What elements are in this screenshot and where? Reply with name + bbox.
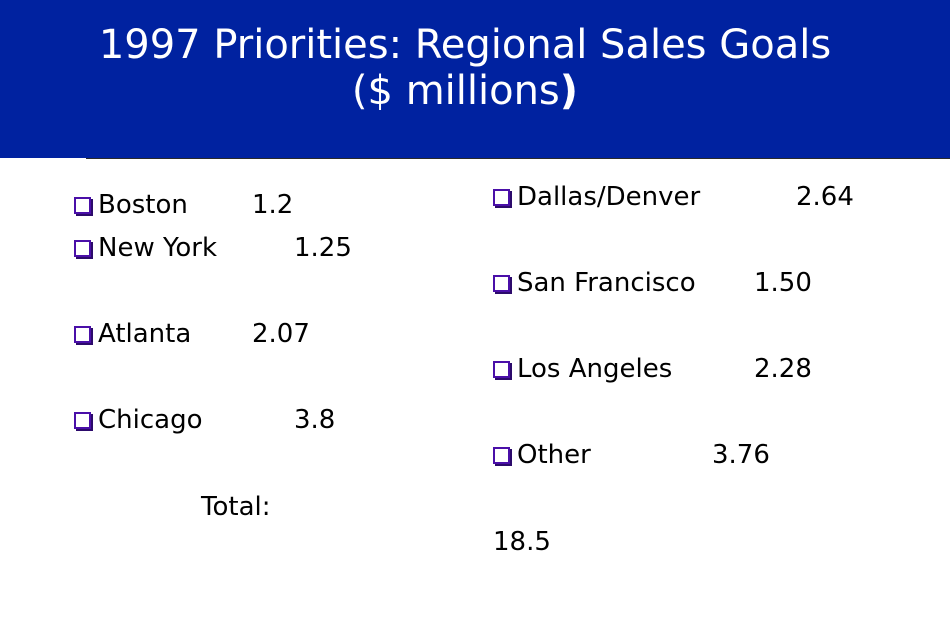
checkbox-bullet-icon bbox=[493, 275, 510, 292]
region-value: 1.50 bbox=[754, 268, 812, 298]
slide-title-line2-close: ) bbox=[559, 68, 579, 114]
slide-title-line2: ($ millions) bbox=[0, 68, 930, 114]
checkbox-bullet-icon bbox=[493, 361, 510, 378]
region-value: 2.07 bbox=[252, 319, 310, 349]
region-value: 1.2 bbox=[252, 190, 294, 220]
list-item: Atlanta 2.07 bbox=[74, 319, 374, 349]
region-label: Atlanta bbox=[98, 319, 192, 349]
slide-title-line2-text: ($ millions bbox=[351, 68, 560, 114]
divider bbox=[86, 158, 950, 159]
list-item: New York 1.25 bbox=[74, 233, 374, 263]
region-value: 3.8 bbox=[294, 405, 336, 435]
region-value: 2.28 bbox=[754, 354, 812, 384]
list-item: Los Angeles 2.28 bbox=[493, 354, 893, 384]
region-value: 2.64 bbox=[796, 182, 854, 212]
checkbox-bullet-icon bbox=[493, 447, 510, 464]
slide-title: 1997 Priorities: Regional Sales Goals ($… bbox=[0, 22, 930, 114]
checkbox-bullet-icon bbox=[74, 412, 91, 429]
total-label: Total: bbox=[201, 492, 271, 522]
list-item: Other 3.76 bbox=[493, 440, 893, 470]
region-label: Boston bbox=[98, 190, 188, 220]
region-label: New York bbox=[98, 233, 218, 263]
slide-title-line1: 1997 Priorities: Regional Sales Goals bbox=[98, 22, 832, 68]
region-label: Other bbox=[517, 440, 591, 470]
region-label: Dallas/Denver bbox=[517, 182, 701, 212]
region-value: 3.76 bbox=[712, 440, 770, 470]
list-item: Dallas/Denver 2.64 bbox=[493, 182, 893, 212]
checkbox-bullet-icon bbox=[74, 197, 91, 214]
region-value: 1.25 bbox=[294, 233, 352, 263]
region-label: San Francisco bbox=[517, 268, 696, 298]
checkbox-bullet-icon bbox=[74, 240, 91, 257]
total-value: 18.5 bbox=[493, 527, 551, 557]
list-item: San Francisco 1.50 bbox=[493, 268, 893, 298]
region-label: Chicago bbox=[98, 405, 203, 435]
checkbox-bullet-icon bbox=[493, 189, 510, 206]
region-label: Los Angeles bbox=[517, 354, 673, 384]
list-item: Boston 1.2 bbox=[74, 190, 374, 220]
list-item: Chicago 3.8 bbox=[74, 405, 374, 435]
title-banner bbox=[0, 0, 950, 158]
checkbox-bullet-icon bbox=[74, 326, 91, 343]
